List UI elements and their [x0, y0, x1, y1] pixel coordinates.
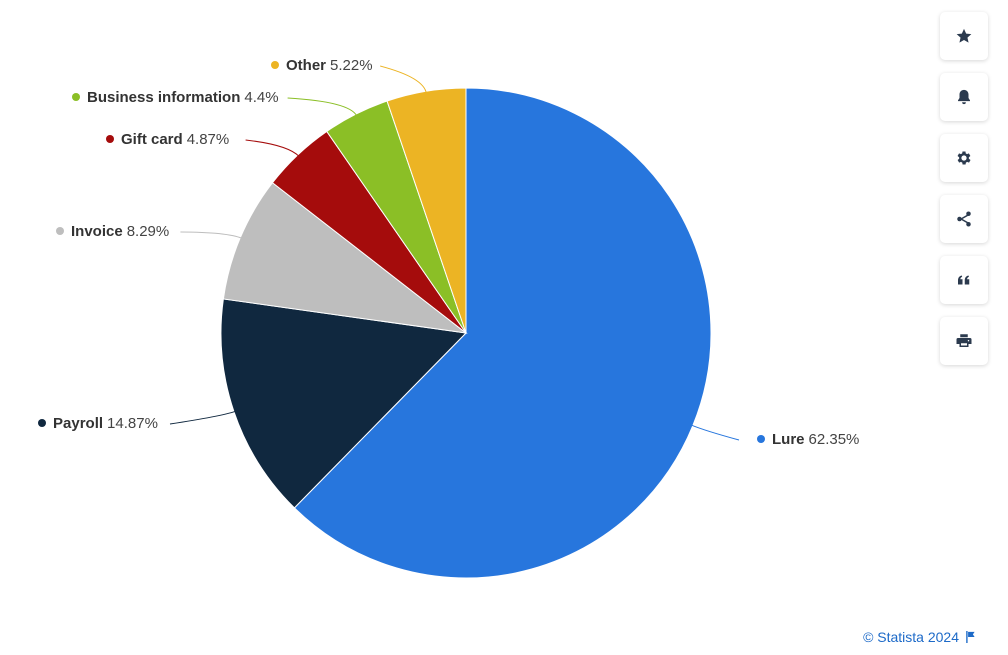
favorite-button[interactable] [940, 12, 988, 60]
gear-icon [957, 151, 971, 165]
cite-button[interactable] [940, 256, 988, 304]
connector-other [380, 65, 427, 94]
label-value: 5.22% [330, 57, 373, 74]
star-icon [956, 28, 972, 43]
label-dot [757, 435, 765, 444]
label-value: 4.4% [244, 89, 279, 106]
data-label-gift-card: Gift card 4.87% [106, 131, 229, 149]
connector-invoice [180, 231, 243, 239]
notification-button[interactable] [940, 73, 988, 121]
data-label-payroll: Payroll 14.87% [38, 415, 158, 433]
print-button[interactable] [940, 317, 988, 365]
data-label-lure: Lure 62.35% [757, 431, 859, 449]
bell-icon [958, 89, 970, 105]
label-dot [271, 61, 279, 70]
data-label-business-information: Business information 4.4% [72, 89, 279, 107]
share-button[interactable] [940, 195, 988, 243]
quote-icon [958, 275, 970, 285]
label-value: 8.29% [126, 223, 170, 240]
connector-gift-card [245, 139, 300, 157]
label-dot [38, 419, 46, 428]
data-label-other: Other 5.22% [271, 57, 373, 75]
credit-text: © Statista 2024 [863, 629, 959, 645]
data-label-invoice: Invoice 8.29% [56, 223, 169, 241]
label-name: Business information [87, 89, 241, 106]
label-name: Lure [772, 431, 805, 448]
label-dot [106, 135, 114, 144]
share-icon [957, 211, 971, 227]
label-dot [56, 227, 64, 236]
print-icon [956, 334, 972, 347]
pie-chart-svg [169, 65, 740, 579]
label-value: 62.35% [808, 431, 860, 448]
label-name: Gift card [121, 131, 183, 148]
label-value: 4.87% [186, 131, 230, 148]
flag-icon [966, 631, 975, 643]
statista-credit[interactable]: © Statista 2024 [863, 629, 976, 645]
connector-lure [690, 424, 740, 441]
connector-business-information [287, 97, 358, 117]
connector-payroll [169, 410, 237, 425]
settings-button[interactable] [940, 134, 988, 182]
label-name: Other [286, 57, 327, 74]
pie-chart: Lure 62.35% Payroll 14.87% Invoice 8.29% Gift … [38, 57, 859, 579]
label-value: 14.87% [107, 415, 158, 432]
label-name: Payroll [53, 415, 104, 432]
chart-toolbar [940, 12, 992, 378]
label-dot [72, 93, 80, 102]
label-name: Invoice [71, 223, 123, 240]
